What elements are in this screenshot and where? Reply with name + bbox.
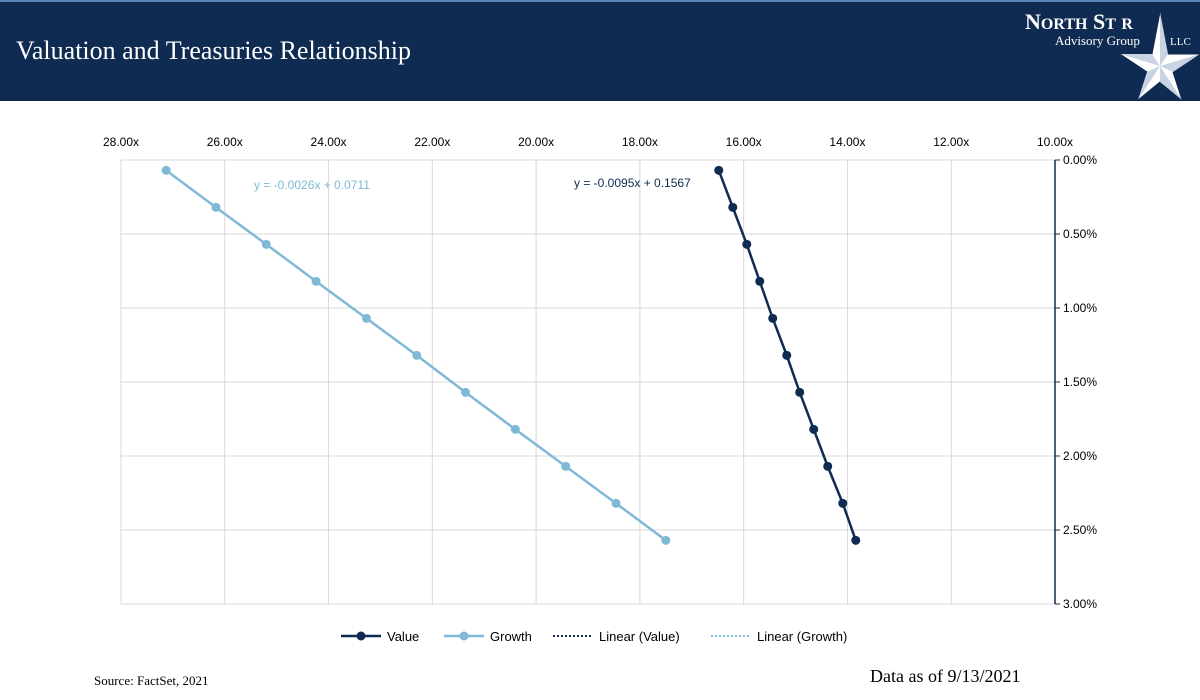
source-note: Source: FactSet, 2021: [94, 673, 209, 688]
data-point-value: [768, 313, 778, 323]
y-tick-label: 2.00%: [1063, 449, 1097, 463]
star-icon: [1118, 11, 1200, 102]
x-tick-label: 10.00x: [1037, 135, 1073, 149]
data-point-growth: [412, 350, 422, 360]
data-point-value: [823, 461, 833, 471]
header-banner: Valuation and Treasuries Relationship NO…: [0, 0, 1200, 102]
as-of-date: Data as of 9/13/2021: [870, 666, 1021, 686]
x-tick-label: 12.00x: [933, 135, 969, 149]
data-point-growth: [361, 313, 371, 323]
data-point-value: [782, 350, 792, 360]
data-point-growth: [561, 461, 571, 471]
data-point-value: [809, 424, 819, 434]
data-point-value: [742, 239, 752, 249]
svg-text:LLC: LLC: [1170, 36, 1191, 48]
data-point-growth: [661, 535, 671, 545]
legend-label: Growth: [490, 629, 532, 644]
y-tick-label: 3.00%: [1063, 597, 1097, 611]
y-tick-label: 0.00%: [1063, 153, 1097, 167]
data-point-value: [838, 498, 848, 508]
svg-text:Advisory Group: Advisory Group: [1055, 33, 1140, 48]
x-tick-label: 20.00x: [518, 135, 554, 149]
legend-marker: [356, 631, 366, 641]
legend-label: Linear (Value): [599, 629, 680, 644]
page-title: Valuation and Treasuries Relationship: [16, 36, 412, 65]
x-tick-label: 28.00x: [103, 135, 139, 149]
data-point-value: [728, 202, 738, 212]
trendline-equation-growth: y = -0.0026x + 0.0711: [254, 178, 370, 192]
north-star-logo: NORTH ST R Advisory Group LLC: [1025, 9, 1200, 102]
y-tick-label: 1.00%: [1063, 301, 1097, 315]
y-tick-label: 0.50%: [1063, 227, 1097, 241]
legend-marker: [459, 631, 469, 641]
y-tick-label: 1.50%: [1063, 375, 1097, 389]
trendline-equation-value: y = -0.0095x + 0.1567: [574, 176, 691, 190]
data-point-value: [851, 535, 861, 545]
data-point-growth: [161, 165, 171, 175]
x-tick-label: 14.00x: [829, 135, 865, 149]
legend-label: Value: [387, 629, 419, 644]
data-point-growth: [611, 498, 621, 508]
legend-label: Linear (Growth): [757, 629, 847, 644]
data-point-growth: [211, 202, 221, 212]
x-tick-label: 16.00x: [726, 135, 762, 149]
x-tick-label: 24.00x: [311, 135, 347, 149]
data-point-growth: [461, 387, 471, 397]
data-point-growth: [311, 276, 321, 286]
data-point-growth: [261, 239, 271, 249]
svg-text:NORTH ST R: NORTH ST R: [1025, 9, 1133, 34]
data-point-value: [795, 387, 805, 397]
data-point-value: [714, 165, 724, 175]
x-tick-label: 26.00x: [207, 135, 243, 149]
chart: 28.00x 26.00x 24.00x 22.00x 20.00x 18.00x 16.0…: [103, 135, 1097, 644]
data-point-value: [755, 276, 765, 286]
x-tick-label: 18.00x: [622, 135, 658, 149]
data-point-growth: [510, 424, 520, 434]
y-tick-label: 2.50%: [1063, 523, 1097, 537]
x-tick-label: 22.00x: [414, 135, 450, 149]
